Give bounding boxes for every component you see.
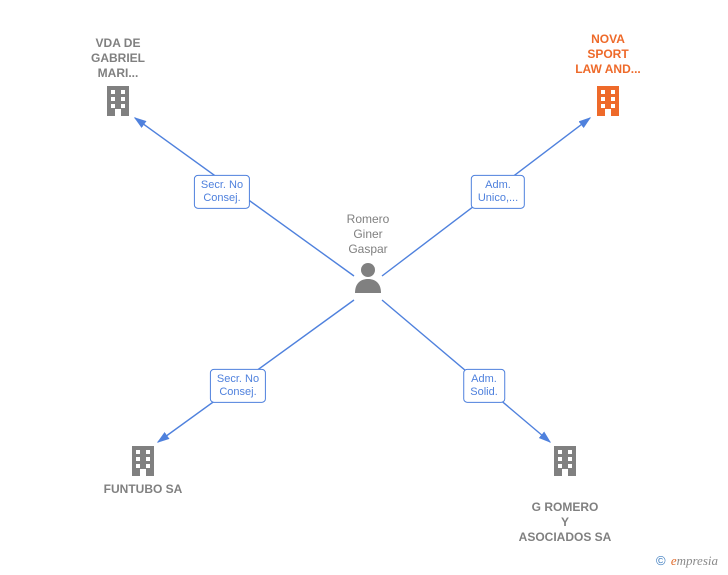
company-node-nova — [593, 84, 623, 116]
person-icon — [353, 261, 383, 293]
watermark: © empresia — [656, 553, 718, 569]
network-diagram: Romero Giner Gaspar VDA DE GABRIEL MARI.… — [0, 0, 728, 575]
company-label-gromero: G ROMERO Y ASOCIADOS SA — [500, 500, 630, 545]
center-label: Romero Giner Gaspar — [328, 212, 408, 257]
edge-label-gromero: Adm. Solid. — [463, 369, 505, 403]
edge-label-funtubo: Secr. No Consej. — [210, 369, 266, 403]
building-icon — [103, 84, 133, 116]
center-person-node: Romero Giner Gaspar — [328, 212, 408, 293]
company-node-vda — [103, 84, 133, 116]
building-icon — [550, 444, 580, 476]
company-node-funtubo — [128, 444, 158, 476]
watermark-rest: mpresia — [677, 553, 718, 568]
edge-label-nova: Adm. Unico,... — [471, 175, 525, 209]
company-node-gromero — [550, 444, 580, 476]
edge-label-vda: Secr. No Consej. — [194, 175, 250, 209]
company-label-vda: VDA DE GABRIEL MARI... — [53, 36, 183, 81]
building-icon — [593, 84, 623, 116]
copyright-symbol: © — [656, 553, 666, 568]
company-label-funtubo: FUNTUBO SA — [78, 482, 208, 497]
company-label-nova: NOVA SPORT LAW AND... — [543, 32, 673, 77]
building-icon — [128, 444, 158, 476]
